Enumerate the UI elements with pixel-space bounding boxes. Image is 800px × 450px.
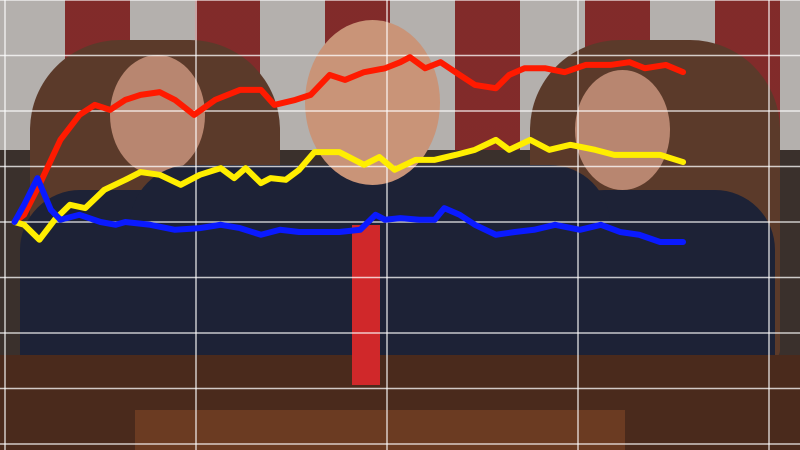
series-line-1	[11, 136, 687, 243]
series-lines	[11, 54, 687, 245]
right-face	[575, 70, 670, 190]
left-face	[110, 55, 205, 175]
red-tie	[352, 225, 380, 385]
series-line-2	[11, 175, 687, 245]
series-line-0	[11, 54, 687, 225]
